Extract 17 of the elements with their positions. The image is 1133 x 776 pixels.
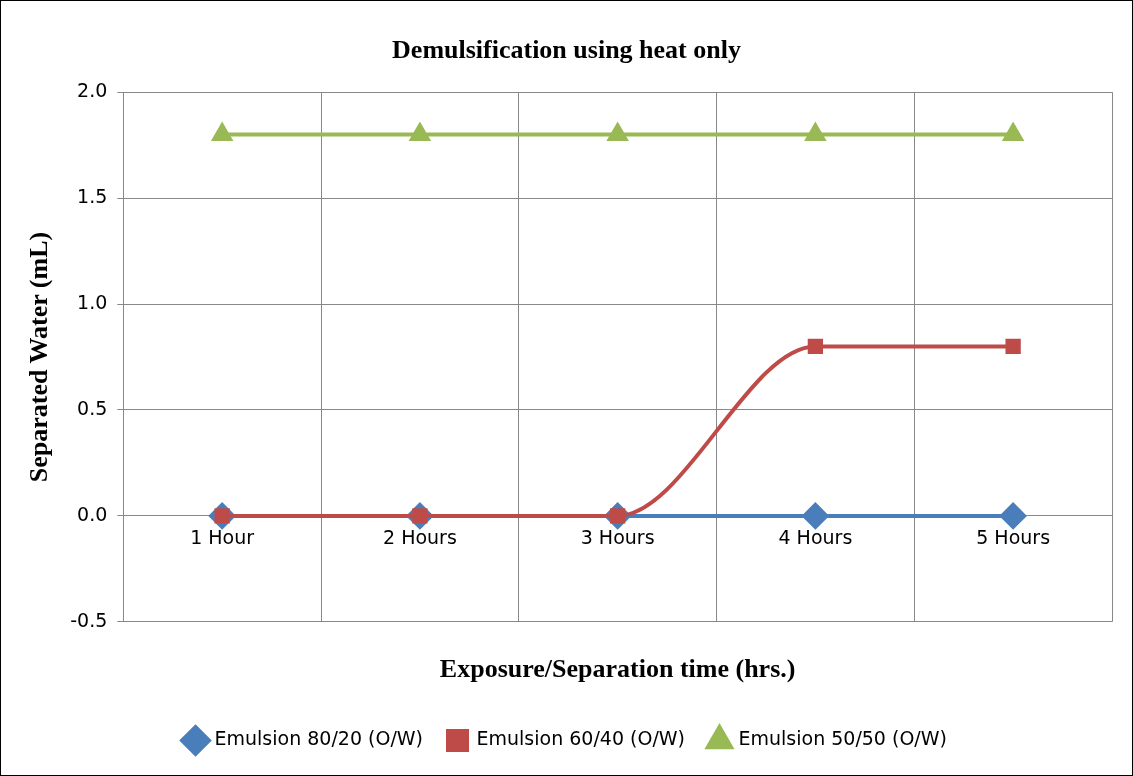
y-axis-title: Separated Water (mL) (24, 231, 54, 483)
y-tick-label: -0.5 (70, 608, 108, 631)
y-tick-label: 2.0 (77, 79, 108, 102)
y-tick-label: 1.5 (77, 185, 108, 208)
legend-label: Emulsion 60/40 (O/W) (476, 727, 685, 750)
x-tick-label: 2 Hours (382, 526, 457, 549)
x-axis-title: Exposure/Separation time (hrs.) (439, 654, 796, 684)
x-tick-label: 1 Hour (190, 526, 255, 549)
x-tick-label: 5 Hours (976, 526, 1051, 549)
y-tick-label: 0.5 (77, 396, 108, 419)
legend-label: Emulsion 80/20 (O/W) (214, 727, 424, 750)
y-tick-label: 0.0 (77, 502, 108, 525)
x-tick-label: 3 Hours (580, 526, 655, 549)
legend-label: Emulsion 50/50 (O/W) (738, 727, 947, 750)
y-tick-label: 1.0 (77, 290, 108, 313)
chart-title: Demulsification using heat only (392, 35, 741, 65)
x-tick-label: 4 Hours (778, 526, 853, 549)
